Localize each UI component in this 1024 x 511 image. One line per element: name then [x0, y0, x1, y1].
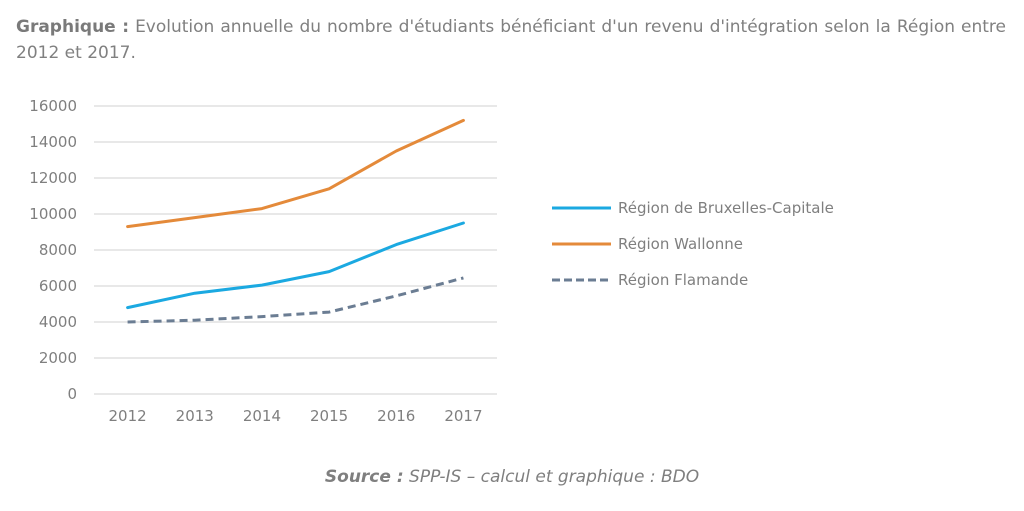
- gridlines: [94, 105, 497, 395]
- y-tick-label: 16000: [29, 97, 77, 115]
- x-tick-label: 2017: [444, 407, 482, 425]
- x-tick-label: 2016: [377, 407, 415, 425]
- chart-caption: Graphique : Evolution annuelle du nombre…: [16, 14, 1006, 66]
- series-line-3: [127, 276, 464, 324]
- y-tick-label: 0: [67, 385, 77, 403]
- legend-label: Région Flamande: [618, 271, 748, 289]
- x-tick-label: 2013: [176, 407, 214, 425]
- series-lines: [126, 118, 465, 324]
- y-tick-label: 2000: [39, 349, 77, 367]
- source-text: SPP-IS – calcul et graphique : BDO: [409, 467, 700, 487]
- y-tick-label: 10000: [29, 205, 77, 223]
- legend-label: Région Wallonne: [618, 235, 743, 253]
- caption-text: Evolution annuelle du nombre d'étudiants…: [16, 17, 1006, 63]
- source-label: Source :: [324, 467, 404, 487]
- y-tick-label: 4000: [39, 313, 77, 331]
- y-tick-label: 12000: [29, 169, 77, 187]
- y-axis-ticks: 0 2000 4000 6000 8000 10000 12000 14000 16000: [29, 97, 77, 403]
- legend-label: Région de Bruxelles-Capitale: [618, 199, 834, 217]
- chart-source: Source : SPP-IS – calcul et graphique : …: [0, 467, 1024, 487]
- x-tick-label: 2015: [310, 407, 348, 425]
- caption-label: Graphique :: [16, 17, 130, 37]
- y-tick-label: 6000: [39, 277, 77, 295]
- y-tick-label: 8000: [39, 241, 77, 259]
- x-axis-ticks: 2012 2013 2014 2015 2016 2017: [108, 407, 482, 425]
- y-tick-label: 14000: [29, 133, 77, 151]
- x-tick-label: 2014: [243, 407, 281, 425]
- series-line-1: [126, 221, 465, 310]
- legend: Région de Bruxelles-Capitale Région Wallo…: [552, 199, 834, 289]
- x-tick-label: 2012: [108, 407, 146, 425]
- series-line-2: [126, 118, 465, 229]
